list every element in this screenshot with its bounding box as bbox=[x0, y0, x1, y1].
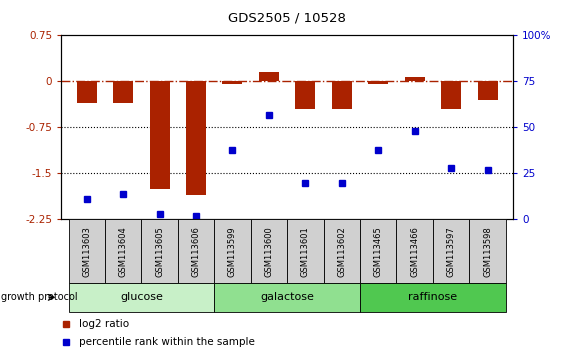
Text: galactose: galactose bbox=[260, 292, 314, 302]
Text: GSM113465: GSM113465 bbox=[374, 226, 382, 277]
FancyBboxPatch shape bbox=[141, 219, 178, 283]
FancyBboxPatch shape bbox=[69, 219, 105, 283]
FancyBboxPatch shape bbox=[360, 283, 506, 312]
Bar bbox=[368, 81, 388, 85]
Text: GSM113599: GSM113599 bbox=[228, 226, 237, 277]
FancyBboxPatch shape bbox=[433, 219, 469, 283]
Bar bbox=[259, 72, 279, 81]
Bar bbox=[77, 81, 97, 103]
FancyBboxPatch shape bbox=[360, 219, 396, 283]
Text: log2 ratio: log2 ratio bbox=[79, 319, 129, 329]
Bar bbox=[223, 81, 243, 85]
Text: GSM113602: GSM113602 bbox=[338, 226, 346, 277]
FancyBboxPatch shape bbox=[69, 283, 215, 312]
Bar bbox=[113, 81, 133, 103]
FancyBboxPatch shape bbox=[105, 219, 141, 283]
FancyBboxPatch shape bbox=[178, 219, 215, 283]
Text: GSM113605: GSM113605 bbox=[155, 226, 164, 277]
Text: GSM113603: GSM113603 bbox=[82, 226, 91, 277]
FancyBboxPatch shape bbox=[251, 219, 287, 283]
Bar bbox=[477, 81, 497, 100]
Text: GSM113601: GSM113601 bbox=[301, 226, 310, 277]
Text: GSM113600: GSM113600 bbox=[265, 226, 273, 277]
FancyBboxPatch shape bbox=[324, 219, 360, 283]
Text: GSM113597: GSM113597 bbox=[447, 226, 455, 277]
FancyBboxPatch shape bbox=[469, 219, 506, 283]
FancyBboxPatch shape bbox=[215, 219, 251, 283]
FancyBboxPatch shape bbox=[287, 219, 324, 283]
Text: GSM113604: GSM113604 bbox=[119, 226, 128, 277]
Text: GSM113598: GSM113598 bbox=[483, 226, 492, 277]
Bar bbox=[441, 81, 461, 109]
Text: raffinose: raffinose bbox=[408, 292, 458, 302]
Text: percentile rank within the sample: percentile rank within the sample bbox=[79, 337, 255, 347]
Text: growth protocol: growth protocol bbox=[1, 292, 77, 302]
Bar bbox=[332, 81, 352, 109]
Bar bbox=[405, 77, 424, 81]
FancyBboxPatch shape bbox=[215, 283, 360, 312]
Text: GSM113606: GSM113606 bbox=[192, 226, 201, 277]
Text: GDS2505 / 10528: GDS2505 / 10528 bbox=[228, 12, 346, 25]
Text: glucose: glucose bbox=[120, 292, 163, 302]
FancyBboxPatch shape bbox=[396, 219, 433, 283]
Bar bbox=[296, 81, 315, 109]
Bar bbox=[150, 81, 170, 189]
Bar bbox=[186, 81, 206, 195]
Text: GSM113466: GSM113466 bbox=[410, 226, 419, 277]
